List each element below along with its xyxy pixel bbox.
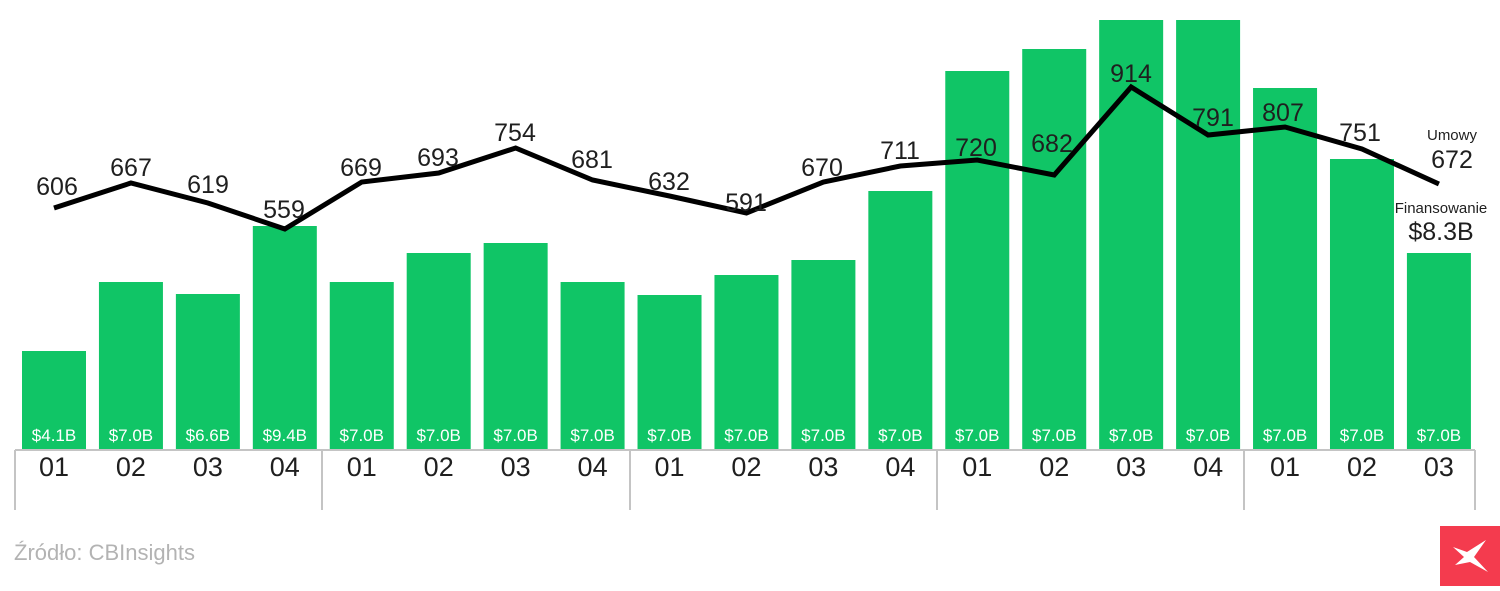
funding-bar-label: $7.0B [1263, 426, 1307, 445]
funding-bar [98, 282, 163, 449]
funding-bar-label: $7.0B [955, 426, 999, 445]
quarter-label: 03 [808, 452, 838, 482]
quarter-label: 01 [962, 452, 992, 482]
deals-value-label: 669 [340, 154, 382, 182]
deals-value-label: 720 [955, 134, 997, 162]
funding-bar [714, 275, 779, 449]
funding-bar [22, 351, 86, 449]
deals-value-label: 682 [1031, 130, 1073, 158]
deals-value-label: 791 [1192, 104, 1234, 132]
funding-bar-label: $9.4B [263, 426, 307, 445]
quarter-label: 02 [731, 452, 761, 482]
deals-value-label: 606 [36, 173, 78, 201]
quarter-label: 03 [1424, 452, 1454, 482]
deals-value-label: 681 [571, 146, 613, 174]
deals-value-label: 693 [417, 144, 459, 172]
quarter-label: 02 [1039, 452, 1069, 482]
funding-bar-label: $7.0B [1340, 426, 1384, 445]
funding-bar-label: $7.0B [570, 426, 614, 445]
deals-line [53, 83, 1440, 232]
funding-bar [175, 294, 240, 449]
legend-deals-value: 672 [1431, 146, 1473, 174]
quarter-label: 01 [654, 452, 684, 482]
funding-bar [791, 260, 856, 449]
deals-value-label: 559 [263, 196, 305, 224]
funding-bar [1176, 20, 1241, 449]
x-logo-icon [1453, 540, 1488, 572]
source-caption: Źródło: CBInsights [14, 540, 195, 565]
quarter-label: 02 [116, 452, 146, 482]
funding-bar [560, 282, 625, 449]
funding-bar [1099, 20, 1164, 449]
funding-bar [406, 253, 471, 449]
funding-bar [252, 226, 317, 449]
deals-value-label: 711 [880, 137, 920, 165]
funding-bar-label: $7.0B [1417, 426, 1461, 445]
funding-bar-label: $7.0B [801, 426, 845, 445]
quarter-label: 01 [1270, 452, 1300, 482]
quarter-label: 03 [501, 452, 531, 482]
quarter-label: 01 [347, 452, 377, 482]
funding-bar [1329, 159, 1394, 449]
funding-bar-label: $7.0B [1032, 426, 1076, 445]
funding-bar-label: $4.1B [32, 426, 76, 445]
funding-bar-label: $7.0B [416, 426, 460, 445]
funding-bar-label: $7.0B [1109, 426, 1153, 445]
funding-bar [1253, 88, 1318, 449]
quarter-label: 03 [1116, 452, 1146, 482]
funding-bar [945, 71, 1010, 449]
legend-funding-value: $8.3B [1408, 218, 1473, 246]
quarter-label: 04 [270, 452, 300, 482]
quarter-label: 03 [193, 452, 223, 482]
funding-bar [1022, 49, 1087, 449]
quarter-label: 02 [1347, 452, 1377, 482]
funding-bar-label: $7.0B [1186, 426, 1230, 445]
funding-bar-label: $7.0B [109, 426, 153, 445]
deals-value-label: 670 [801, 154, 843, 182]
deals-value-label: 591 [725, 189, 767, 217]
deals-value-label: 914 [1110, 60, 1152, 88]
funding-bar [1406, 253, 1471, 449]
quarter-label: 04 [578, 452, 608, 482]
funding-bar-label: $7.0B [493, 426, 537, 445]
deals-value-label: 632 [648, 168, 690, 196]
quarter-label: 01 [39, 452, 69, 482]
funding-bar [483, 243, 548, 449]
funding-bar-label: $7.0B [340, 426, 384, 445]
deals-value-label: 619 [187, 171, 229, 199]
funding-bar-label: $7.0B [878, 426, 922, 445]
funding-bar-label: $6.6B [186, 426, 230, 445]
funding-bar-label: $7.0B [647, 426, 691, 445]
quarter-label: 04 [1193, 452, 1223, 482]
deals-value-label: 667 [110, 154, 152, 182]
funding-bar [329, 282, 394, 449]
brand-logo [1440, 526, 1500, 586]
funding-bar-label: $7.0B [724, 426, 768, 445]
legend-deals-label: Umowy [1427, 127, 1478, 144]
quarter-label: 02 [424, 452, 454, 482]
funding-bar [637, 295, 702, 449]
deals-value-label: 807 [1262, 99, 1304, 127]
deals-value-label: 754 [494, 119, 536, 147]
deals-value-label: 751 [1339, 119, 1381, 147]
legend-funding-label: Finansowanie [1395, 200, 1488, 217]
funding-bar [868, 191, 933, 449]
quarter-label: 04 [885, 452, 915, 482]
